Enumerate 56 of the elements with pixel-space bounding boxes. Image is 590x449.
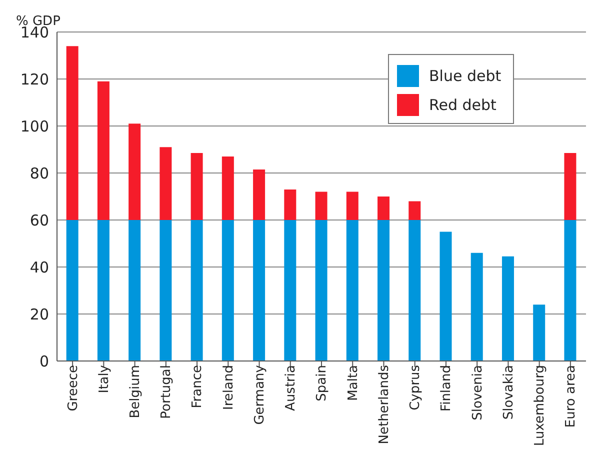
bar: [378, 196, 390, 220]
bar: [315, 220, 328, 361]
x-tick-label: Cyprus: [408, 364, 424, 410]
bar: [346, 220, 358, 361]
bar: [346, 192, 358, 220]
bar: [160, 220, 172, 361]
bar: [408, 220, 421, 361]
y-tick-label: 40: [30, 258, 49, 276]
bar: [315, 192, 328, 220]
legend-label: Red debt: [429, 96, 496, 114]
bar: [66, 46, 78, 220]
bar: [222, 156, 234, 220]
bar: [502, 256, 514, 361]
bar: [564, 220, 576, 361]
legend-label: Blue debt: [429, 66, 502, 84]
bar: [440, 232, 452, 361]
x-tick-label: Ireland: [221, 365, 236, 410]
x-tick-label: Belgium: [128, 365, 144, 418]
x-tick-label: Germany: [252, 364, 268, 425]
bar: [378, 220, 390, 361]
bar: [533, 304, 546, 361]
x-tick-label: Euro area: [564, 365, 579, 428]
x-tick-label: Slovenia: [470, 365, 486, 420]
x-tick-label: Netherlands: [376, 364, 392, 444]
y-tick-label: 0: [39, 352, 49, 370]
bar: [564, 153, 576, 220]
y-tick-label: 120: [20, 70, 49, 88]
bar: [97, 81, 110, 220]
x-tick-label: Portugal: [159, 365, 174, 419]
x-tick-label: Austria: [284, 365, 299, 411]
x-tick-label: Greece: [66, 365, 81, 412]
bar: [408, 201, 421, 220]
x-tick-label: France: [190, 365, 206, 408]
bar: [284, 189, 296, 220]
bar: [190, 220, 203, 361]
bar: [66, 220, 78, 361]
bar: [470, 252, 483, 361]
y-tick-label: 20: [30, 305, 49, 324]
bar: [160, 147, 172, 220]
bar: [128, 124, 141, 220]
bar: [222, 220, 234, 361]
bar: [190, 153, 203, 220]
bar: [284, 220, 296, 361]
y-tick-label: 80: [30, 164, 49, 182]
y-tick-label: 60: [30, 211, 49, 230]
x-tick-label: Malta: [346, 365, 361, 401]
x-tick-label: Italy: [96, 364, 112, 394]
bar: [97, 220, 110, 361]
y-tick-label: 100: [20, 117, 49, 136]
x-tick-label: Luxembourg: [532, 365, 548, 446]
bar: [253, 220, 266, 361]
x-tick-label: Spain: [314, 365, 330, 402]
bar: [253, 169, 266, 220]
bar: [128, 220, 141, 361]
x-tick-label: Slovakia: [501, 365, 516, 420]
x-tick-label: Finland: [439, 365, 454, 412]
